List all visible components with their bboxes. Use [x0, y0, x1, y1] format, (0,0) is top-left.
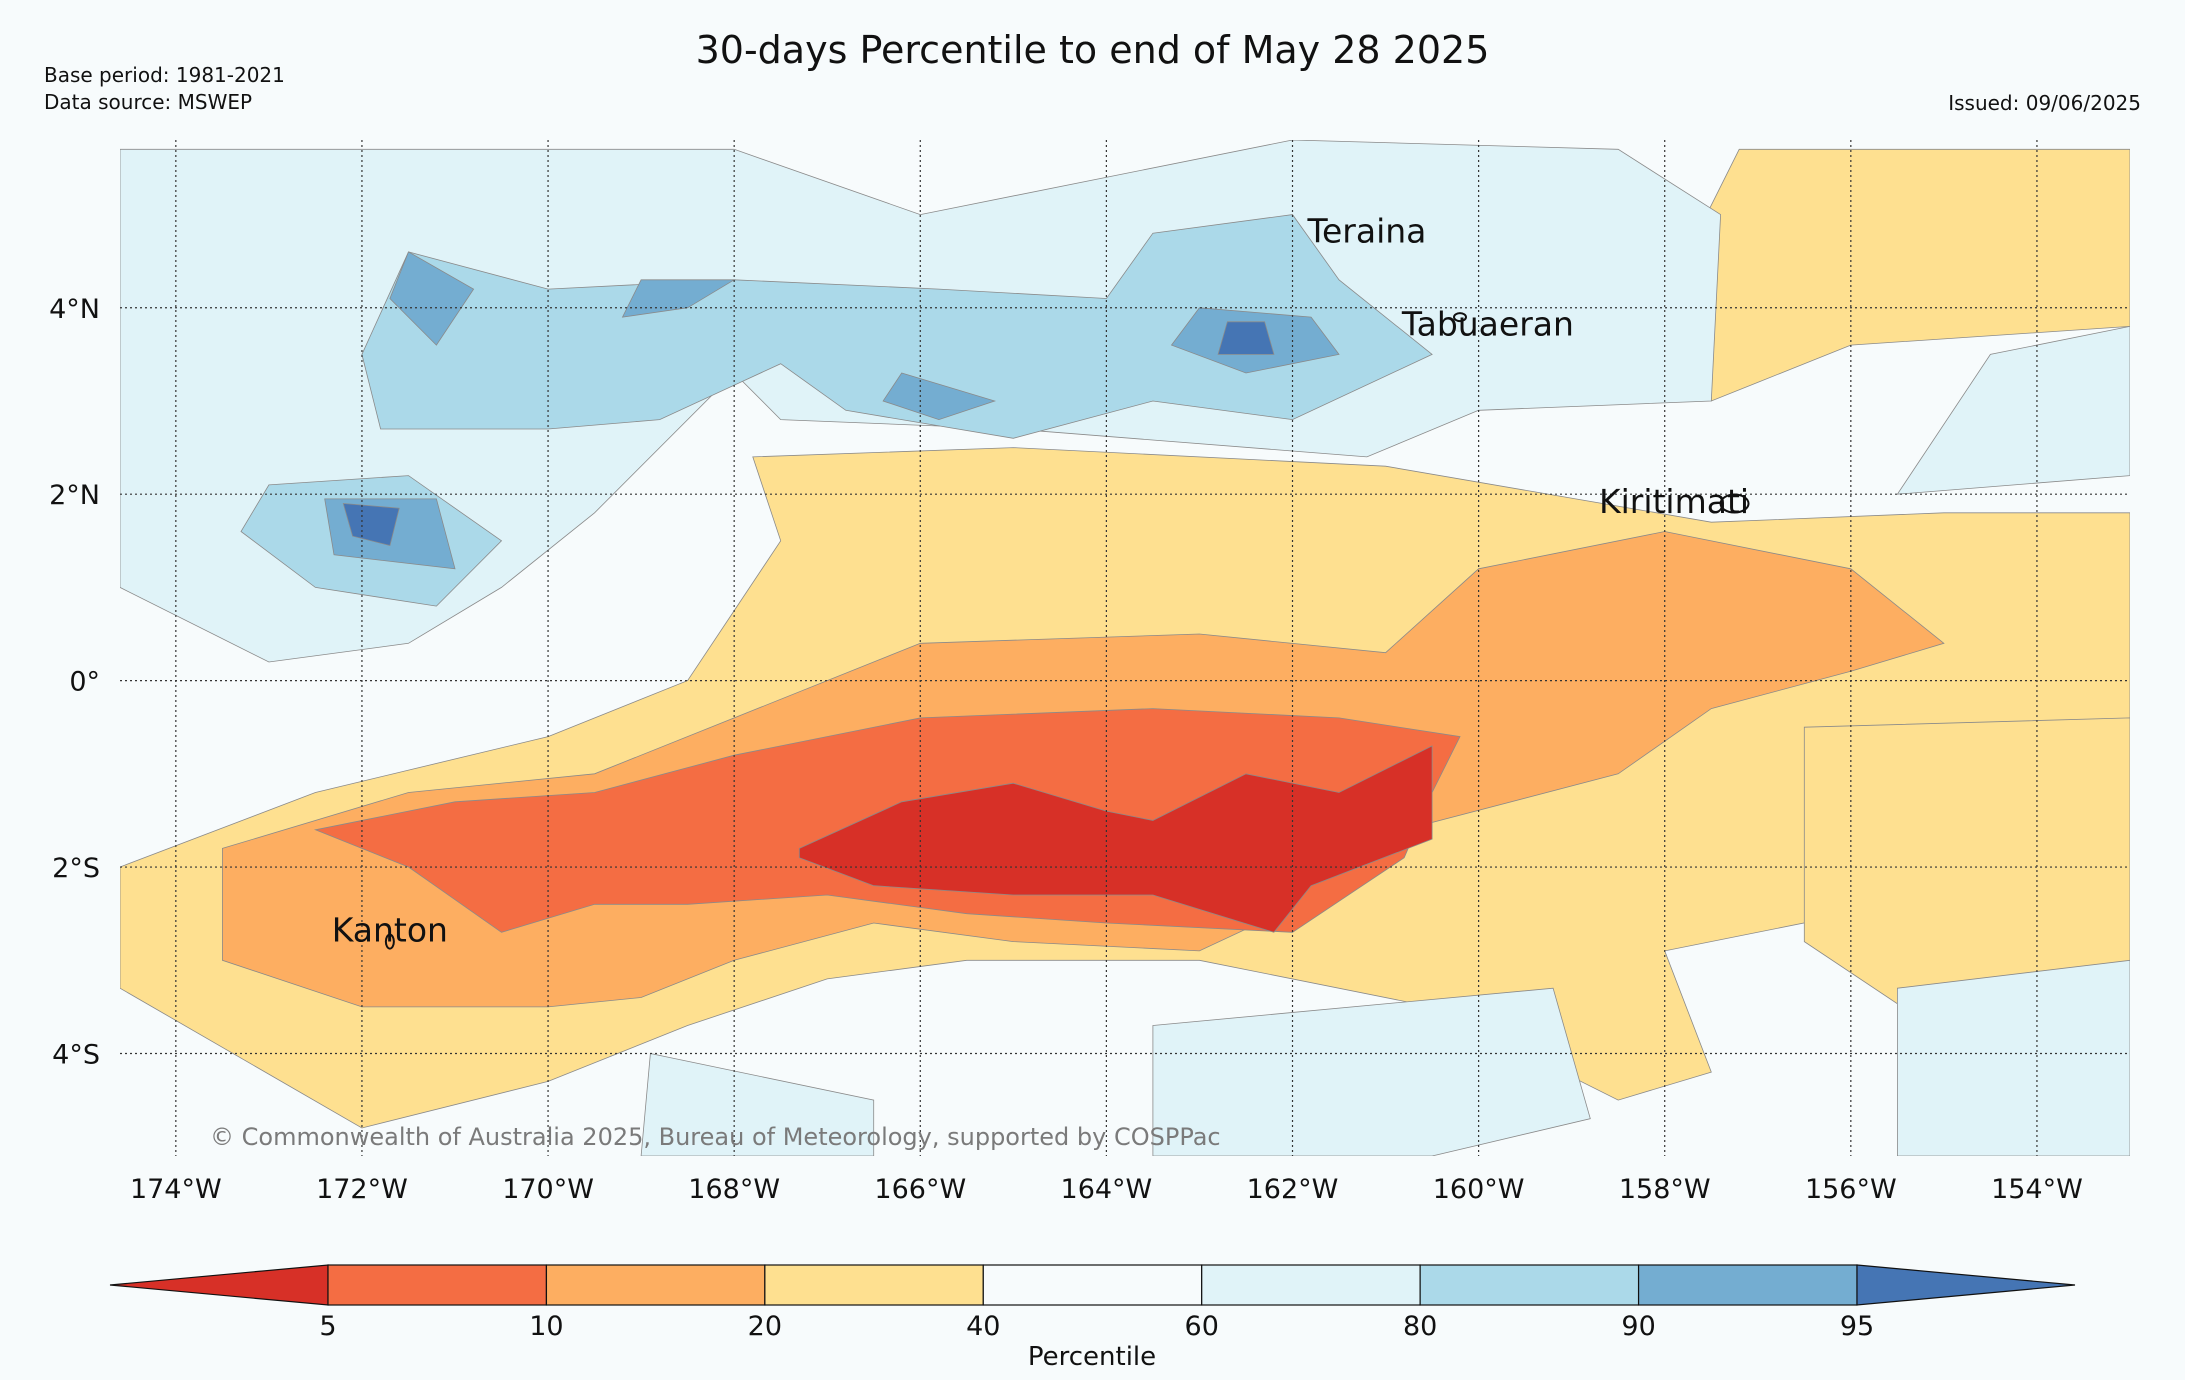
latitude-tick-label: 2°S — [52, 853, 100, 884]
longitude-tick-label: 168°W — [688, 1174, 780, 1205]
map-title: 30-days Percentile to end of May 28 2025 — [695, 28, 1490, 72]
issued-date-label: Issued: 09/06/2025 — [1948, 91, 2141, 115]
colorbar-segment — [545, 1264, 766, 1306]
longitude-tick-label: 166°W — [874, 1174, 966, 1205]
longitude-tick-label: 154°W — [1991, 1174, 2083, 1205]
latitude-ticks: 4°N 2°N 0° 2°S 4°S — [49, 294, 100, 1071]
longitude-tick-label: 162°W — [1247, 1174, 1339, 1205]
colorbar-segment — [1637, 1264, 1858, 1306]
percentile-region — [389, 251, 475, 346]
percentile-region — [342, 503, 400, 546]
latitude-tick-label: 4°S — [52, 1039, 100, 1070]
island-outline — [1719, 493, 1750, 514]
place-labels: Teraina Tabuaeran Kiritimati Kanton — [332, 212, 1749, 950]
map-metadata: Base period: 1981-2021 Data source: MSWE… — [44, 62, 285, 116]
colorbar-segment — [982, 1264, 1203, 1306]
longitude-tick-label: 172°W — [316, 1174, 408, 1205]
base-period-label: Base period: 1981-2021 — [44, 63, 285, 87]
percentile-regions — [120, 140, 2130, 1156]
percentile-region — [882, 372, 997, 421]
colorbar-extend-high — [1856, 1264, 2076, 1306]
colorbar-segment — [764, 1264, 984, 1306]
longitude-tick-label: 160°W — [1433, 1174, 1525, 1205]
colorbar-tick-label: 80 — [1403, 1311, 1437, 1342]
colorbar-extend-low — [109, 1264, 329, 1306]
data-source-label: Data source: MSWEP — [44, 90, 253, 114]
colorbar-segment — [1201, 1264, 1421, 1306]
colorbar-tick-label: 40 — [966, 1311, 1000, 1342]
percentile-region — [361, 214, 1433, 439]
colorbar-segment — [327, 1264, 548, 1306]
island-outline — [1453, 312, 1467, 323]
place-label: Teraina — [1306, 212, 1426, 251]
percentile-region — [798, 745, 1433, 933]
colorbar-tick-label: 60 — [1185, 1311, 1219, 1342]
island-outlines — [384, 312, 1750, 950]
latitude-tick-label: 0° — [69, 667, 100, 698]
colorbar: 5 10 20 40 60 80 90 95 — [109, 1264, 2076, 1342]
colorbar-tick-label: 20 — [748, 1311, 782, 1342]
longitude-tick-label: 174°W — [130, 1174, 222, 1205]
longitude-ticks: 174°W 172°W 170°W 168°W 166°W 164°W 162°W 160°W… — [130, 1174, 2083, 1205]
colorbar-tick-label: 10 — [529, 1311, 563, 1342]
longitude-tick-label: 156°W — [1805, 1174, 1897, 1205]
latitude-tick-label: 4°N — [49, 294, 100, 325]
place-label: Kanton — [332, 911, 448, 950]
graticule — [120, 140, 2130, 1156]
percentile-region — [640, 1053, 875, 1156]
place-label: Tabuaeran — [1401, 305, 1574, 344]
colorbar-label: Percentile — [1028, 1342, 1156, 1372]
colorbar-tick-label: 5 — [319, 1311, 336, 1342]
island-outline — [384, 933, 395, 950]
colorbar-segment — [1419, 1264, 1640, 1306]
longitude-tick-label: 158°W — [1619, 1174, 1711, 1205]
percentile-region — [1897, 959, 2130, 1156]
latitude-tick-label: 2°N — [49, 480, 100, 511]
copyright-notice: © Commonwealth of Australia 2025, Bureau… — [210, 1123, 1221, 1151]
longitude-tick-label: 170°W — [502, 1174, 594, 1205]
longitude-tick-label: 164°W — [1061, 1174, 1153, 1205]
percentile-region — [1152, 987, 1591, 1156]
colorbar-tick-label: 95 — [1840, 1311, 1874, 1342]
place-label: Kiritimati — [1599, 482, 1749, 521]
colorbar-tick-label: 90 — [1621, 1311, 1655, 1342]
percentile-region — [1217, 321, 1275, 355]
